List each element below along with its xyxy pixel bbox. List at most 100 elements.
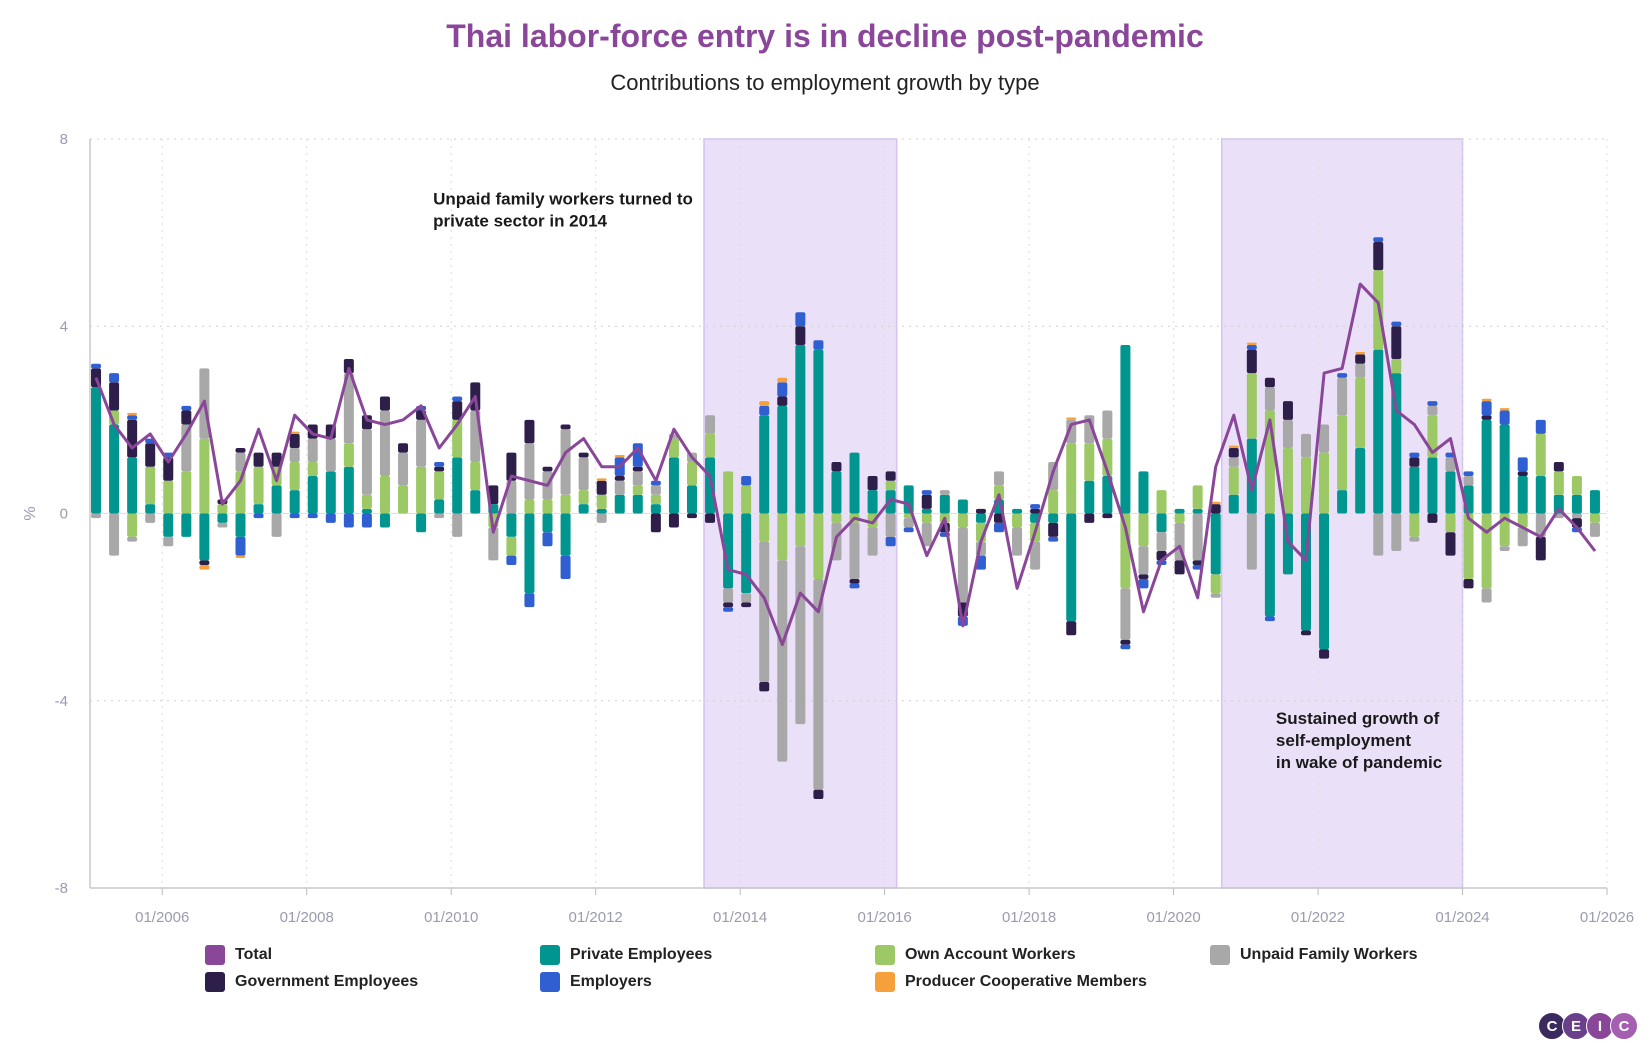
logo-letter: E <box>1562 1012 1590 1040</box>
bar-government <box>452 401 463 420</box>
bar-own <box>813 513 824 580</box>
bar-unpaid <box>361 429 372 495</box>
bar-own <box>993 485 1004 500</box>
bar-private <box>91 387 102 514</box>
bar-unpaid <box>271 513 282 537</box>
bar-unpaid <box>1210 593 1221 598</box>
bar-unpaid <box>1282 419 1293 448</box>
bar-private <box>343 466 354 514</box>
bar-unpaid <box>1030 541 1041 570</box>
bar-private <box>1048 513 1059 523</box>
bar-unpaid <box>398 452 409 486</box>
bar-private <box>1355 447 1366 514</box>
legend-item-private[interactable]: Private Employees <box>540 945 712 965</box>
bar-unpaid <box>1301 433 1312 458</box>
bar-private <box>1246 438 1257 514</box>
bar-private <box>271 485 282 514</box>
bar-government <box>1120 639 1131 645</box>
bar-own <box>199 438 210 514</box>
bar-government <box>578 452 589 458</box>
legend-item-employers[interactable]: Employers <box>540 972 652 992</box>
bar-own <box>1463 513 1474 580</box>
bar-government <box>127 419 138 458</box>
bar-own <box>1481 513 1492 589</box>
bar-own <box>759 513 770 542</box>
bar-unpaid <box>1481 588 1492 603</box>
bar-unpaid <box>1463 476 1474 486</box>
bar-unpaid <box>1319 424 1330 453</box>
bar-unpaid <box>1192 513 1203 561</box>
bar-own <box>705 433 716 458</box>
line-total <box>94 282 1597 647</box>
bar-private <box>1264 513 1275 617</box>
bar-employers <box>1138 579 1149 589</box>
bar-employers <box>1192 564 1203 570</box>
x-tick-label: 01/2020 <box>1146 909 1200 926</box>
bar-government <box>542 466 553 472</box>
bar-unpaid <box>1499 546 1510 551</box>
bar-government <box>1319 649 1330 659</box>
bar-unpaid <box>506 480 517 514</box>
bar-own <box>343 443 354 467</box>
bar-government <box>343 359 354 374</box>
bar-employers <box>1535 419 1546 434</box>
bar-employers <box>289 513 300 519</box>
legend-item-total[interactable]: Total <box>205 945 272 965</box>
bar-unpaid <box>650 485 661 495</box>
bar-private <box>795 344 806 514</box>
bar-unpaid <box>813 579 824 790</box>
bar-employers <box>560 555 571 580</box>
legend-item-coop[interactable]: Producer Cooperative Members <box>875 972 1147 992</box>
bar-private <box>813 349 824 514</box>
bar-own <box>1174 513 1185 523</box>
bar-own <box>1138 513 1149 547</box>
bar-unpaid <box>993 471 1004 486</box>
bar-government <box>289 433 300 448</box>
bar-own <box>416 466 427 514</box>
bar-government <box>650 513 661 533</box>
bar-government <box>1463 579 1474 589</box>
bar-own <box>885 480 896 491</box>
bar-government <box>632 466 643 472</box>
bar-government <box>1192 560 1203 565</box>
bar-own <box>506 536 517 556</box>
bar-employers <box>434 462 445 467</box>
bar-own <box>723 471 734 514</box>
bar-unpaid <box>1427 405 1438 416</box>
bar-own <box>578 490 589 505</box>
bar-government <box>1445 532 1456 556</box>
bar-private <box>127 457 138 514</box>
bar-unpaid <box>705 415 716 434</box>
bar-government <box>109 382 120 411</box>
legend-item-government[interactable]: Government Employees <box>205 972 418 992</box>
bar-private <box>145 504 156 514</box>
bar-own <box>163 480 174 514</box>
bar-private <box>759 415 770 514</box>
bar-government <box>1174 560 1185 575</box>
bar-own <box>542 499 553 514</box>
bar-government <box>813 789 824 800</box>
bar-unpaid <box>145 513 156 523</box>
bar-unpaid <box>217 522 228 528</box>
bar-employers <box>1246 344 1257 350</box>
bar-employers <box>325 513 336 523</box>
annotation-1-line: self-employment <box>1276 731 1411 750</box>
bar-private <box>849 452 860 514</box>
bar-government <box>614 476 625 481</box>
bar-unpaid <box>343 373 354 444</box>
bar-government <box>1553 462 1564 472</box>
bar-unpaid <box>741 593 752 603</box>
bar-government <box>1228 447 1239 458</box>
bar-employers <box>452 396 463 402</box>
bar-employers <box>1517 457 1528 472</box>
bar-private <box>1553 494 1564 514</box>
bar-government <box>181 410 192 425</box>
bar-own <box>289 462 300 491</box>
bar-unpaid <box>488 527 499 561</box>
bar-own <box>1517 513 1528 528</box>
legend-item-unpaid[interactable]: Unpaid Family Workers <box>1210 945 1418 965</box>
bar-unpaid <box>91 513 102 519</box>
legend-item-own[interactable]: Own Account Workers <box>875 945 1076 965</box>
bar-own <box>307 462 318 477</box>
bar-employers <box>1481 401 1492 416</box>
